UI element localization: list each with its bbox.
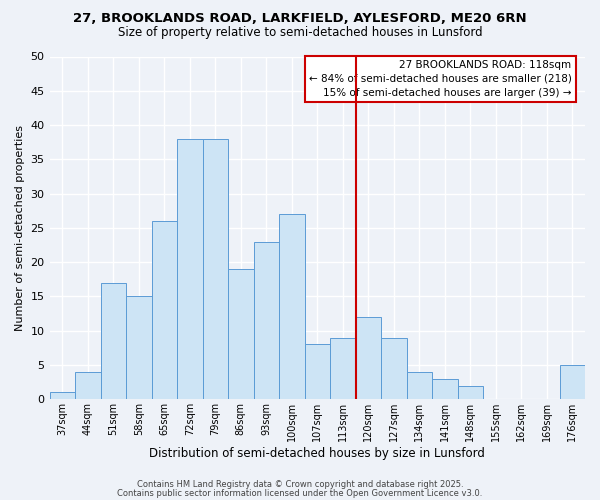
Bar [203, 139, 228, 400]
Bar [407, 372, 432, 400]
Text: Size of property relative to semi-detached houses in Lunsford: Size of property relative to semi-detach… [118, 26, 482, 39]
Text: 27, BROOKLANDS ROAD, LARKFIELD, AYLESFORD, ME20 6RN: 27, BROOKLANDS ROAD, LARKFIELD, AYLESFOR… [73, 12, 527, 26]
Bar [50, 392, 75, 400]
Text: Contains public sector information licensed under the Open Government Licence v3: Contains public sector information licen… [118, 488, 482, 498]
Bar [279, 214, 305, 400]
Bar [458, 386, 483, 400]
Text: 27 BROOKLANDS ROAD: 118sqm
← 84% of semi-detached houses are smaller (218)
15% o: 27 BROOKLANDS ROAD: 118sqm ← 84% of semi… [309, 60, 572, 98]
Bar [126, 296, 152, 400]
Text: Contains HM Land Registry data © Crown copyright and database right 2025.: Contains HM Land Registry data © Crown c… [137, 480, 463, 489]
Bar [228, 269, 254, 400]
Bar [432, 378, 458, 400]
Bar [101, 282, 126, 400]
Bar [381, 338, 407, 400]
X-axis label: Distribution of semi-detached houses by size in Lunsford: Distribution of semi-detached houses by … [149, 447, 485, 460]
Y-axis label: Number of semi-detached properties: Number of semi-detached properties [15, 125, 25, 331]
Bar [356, 317, 381, 400]
Bar [560, 365, 585, 400]
Bar [330, 338, 356, 400]
Bar [254, 242, 279, 400]
Bar [305, 344, 330, 400]
Bar [152, 221, 177, 400]
Bar [177, 139, 203, 400]
Bar [75, 372, 101, 400]
